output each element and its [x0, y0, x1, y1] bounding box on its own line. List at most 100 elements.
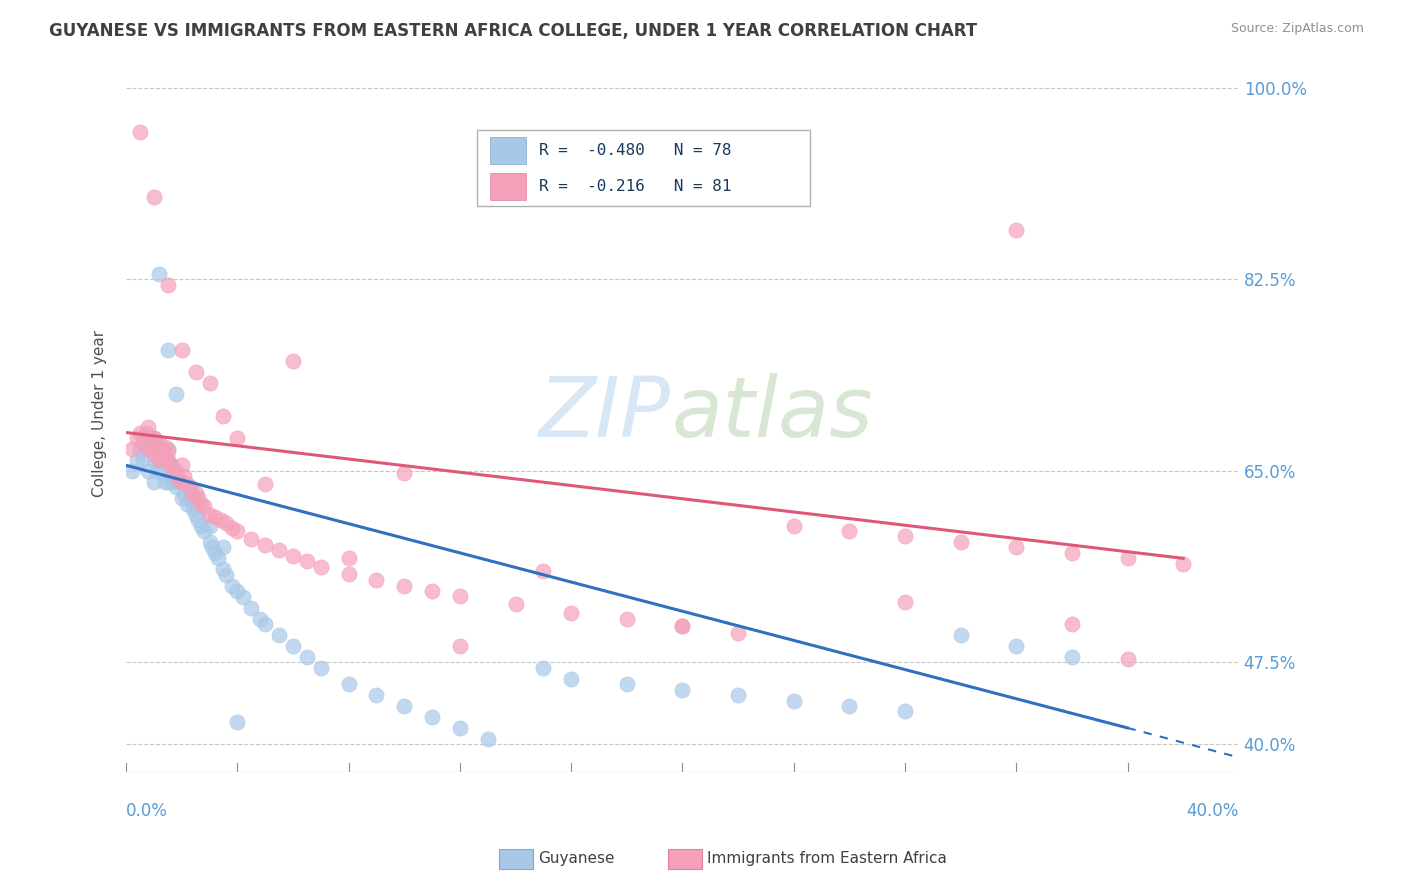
Point: [138, 464, 160, 478]
Point: [150, 442, 173, 456]
Point: [449, 721, 471, 735]
Point: [226, 524, 249, 538]
Point: [1060, 546, 1083, 560]
Point: [179, 491, 201, 505]
Point: [170, 343, 193, 358]
Text: Guyanese: Guyanese: [538, 851, 614, 865]
Point: [156, 453, 179, 467]
Point: [176, 480, 198, 494]
Point: [212, 562, 235, 576]
Point: [170, 475, 193, 489]
Text: R =  -0.480   N = 78: R = -0.480 N = 78: [538, 143, 731, 158]
Point: [145, 464, 167, 478]
Point: [153, 453, 176, 467]
FancyBboxPatch shape: [489, 173, 526, 200]
Text: Source: ZipAtlas.com: Source: ZipAtlas.com: [1230, 22, 1364, 36]
Point: [1005, 223, 1028, 237]
Point: [267, 542, 290, 557]
Point: [138, 442, 160, 456]
Point: [127, 431, 149, 445]
Point: [129, 425, 152, 440]
Point: [221, 521, 243, 535]
Point: [148, 453, 170, 467]
Point: [132, 453, 155, 467]
Point: [139, 442, 162, 456]
Text: 40.0%: 40.0%: [1187, 802, 1239, 821]
Point: [201, 541, 224, 555]
Point: [198, 508, 221, 522]
Point: [198, 376, 221, 391]
Point: [226, 715, 249, 730]
Point: [394, 466, 416, 480]
Point: [1060, 649, 1083, 664]
Text: atlas: atlas: [671, 373, 873, 454]
Point: [135, 425, 157, 440]
Point: [337, 677, 360, 691]
Point: [449, 639, 471, 653]
Point: [142, 431, 165, 445]
Point: [139, 431, 162, 445]
Point: [150, 464, 173, 478]
Point: [129, 442, 152, 456]
Point: [162, 464, 184, 478]
Point: [138, 431, 160, 445]
Point: [153, 453, 176, 467]
Point: [150, 447, 173, 461]
Point: [232, 590, 254, 604]
Point: [267, 628, 290, 642]
Point: [337, 566, 360, 581]
Point: [145, 442, 167, 456]
Point: [190, 497, 212, 511]
Text: GUYANESE VS IMMIGRANTS FROM EASTERN AFRICA COLLEGE, UNDER 1 YEAR CORRELATION CHA: GUYANESE VS IMMIGRANTS FROM EASTERN AFRI…: [49, 22, 977, 40]
Point: [148, 267, 170, 281]
Point: [184, 497, 207, 511]
Point: [156, 475, 179, 489]
Point: [204, 546, 226, 560]
Point: [198, 535, 221, 549]
Point: [949, 535, 972, 549]
Point: [121, 442, 143, 456]
Point: [894, 705, 917, 719]
Point: [783, 518, 806, 533]
Point: [226, 431, 249, 445]
Point: [1060, 617, 1083, 632]
Point: [142, 475, 165, 489]
Point: [894, 595, 917, 609]
Point: [184, 365, 207, 379]
Point: [142, 447, 165, 461]
Point: [159, 458, 181, 473]
Text: 0.0%: 0.0%: [127, 802, 167, 821]
Point: [616, 677, 638, 691]
Point: [295, 553, 318, 567]
Point: [162, 475, 184, 489]
Point: [366, 573, 388, 587]
Point: [173, 469, 195, 483]
Point: [198, 518, 221, 533]
Point: [394, 699, 416, 714]
Point: [671, 619, 693, 633]
Point: [894, 529, 917, 543]
Point: [190, 518, 212, 533]
Point: [204, 509, 226, 524]
Point: [156, 442, 179, 456]
Point: [184, 508, 207, 522]
Point: [127, 453, 149, 467]
Point: [165, 464, 187, 478]
Point: [132, 436, 155, 450]
Point: [142, 190, 165, 204]
Point: [240, 532, 263, 546]
Point: [156, 277, 179, 292]
Y-axis label: College, Under 1 year: College, Under 1 year: [93, 330, 107, 497]
FancyBboxPatch shape: [489, 136, 526, 164]
Point: [560, 606, 582, 620]
Point: [148, 453, 170, 467]
Text: Immigrants from Eastern Africa: Immigrants from Eastern Africa: [707, 851, 948, 865]
Point: [181, 488, 204, 502]
Point: [671, 682, 693, 697]
Point: [254, 477, 277, 491]
Point: [420, 710, 443, 724]
Point: [121, 464, 143, 478]
FancyBboxPatch shape: [477, 130, 810, 206]
Point: [838, 524, 860, 538]
Point: [165, 480, 187, 494]
